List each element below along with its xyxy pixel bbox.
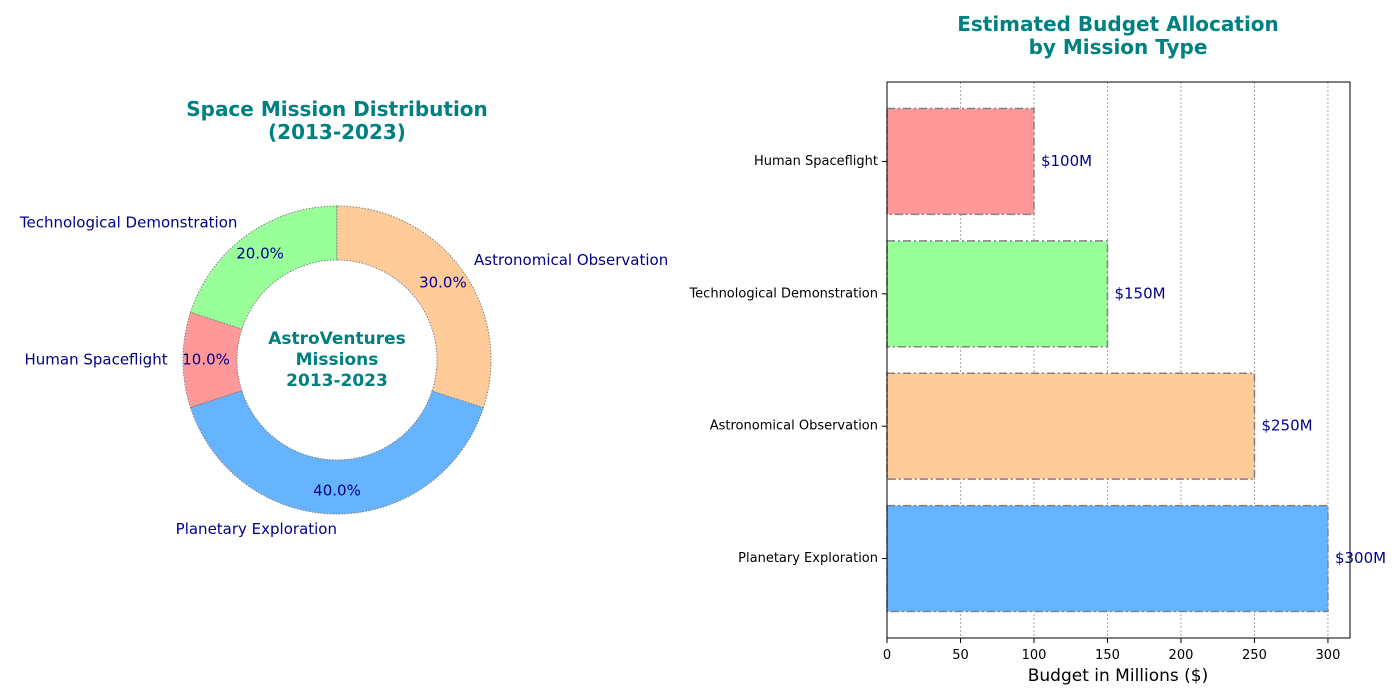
slice-label-technological-demonstration: Technological Demonstration bbox=[19, 213, 238, 231]
slice-label-planetary-exploration: Planetary Exploration bbox=[176, 520, 337, 538]
bar-astronomical-observation bbox=[886, 372, 1256, 480]
x-tick-label-100: 100 bbox=[1022, 648, 1047, 663]
donut-slice-planetary-exploration bbox=[189, 390, 485, 515]
slice-percent-astronomical-observation: 30.0% bbox=[419, 274, 467, 292]
plot-frame bbox=[886, 81, 1351, 639]
bar-value-label-technological-demonstration: $150M bbox=[1114, 284, 1165, 302]
y-axis-ticks: Planetary Exploration Astronomical Observ… bbox=[688, 154, 887, 566]
bar-value-label-human-spaceflight: $100M bbox=[1041, 152, 1092, 170]
x-tick-label-250: 250 bbox=[1242, 648, 1267, 663]
y-tick-label-astronomical-observation: Astronomical Observation bbox=[710, 419, 878, 434]
x-tick-label-300: 300 bbox=[1316, 648, 1341, 663]
donut-slices: Technological Demonstration 20.0% Human Sp… bbox=[19, 205, 668, 538]
donut-center-line-2: Missions bbox=[296, 350, 379, 370]
bars: $300M $250M $150M $100M bbox=[886, 107, 1386, 613]
bar-title-line-1: Estimated Budget Allocation bbox=[957, 12, 1279, 36]
y-tick-label-human-spaceflight: Human Spaceflight bbox=[754, 154, 878, 169]
bar-planetary-exploration bbox=[886, 504, 1329, 613]
slice-percent-planetary-exploration: 40.0% bbox=[313, 481, 361, 499]
bar-human-spaceflight bbox=[886, 107, 1035, 216]
bar-value-label-planetary-exploration: $300M bbox=[1335, 549, 1386, 567]
slice-percent-technological-demonstration: 20.0% bbox=[236, 245, 284, 263]
x-tick-label-50: 50 bbox=[952, 648, 969, 663]
donut-chart: Space Mission Distribution (2013-2023) T… bbox=[19, 97, 668, 538]
x-tick-label-0: 0 bbox=[883, 648, 891, 663]
bar-chart: Estimated Budget Allocation by Mission T… bbox=[688, 12, 1386, 686]
donut-title-line-2: (2013-2023) bbox=[268, 120, 406, 144]
x-tick-label-200: 200 bbox=[1169, 648, 1194, 663]
bar-value-label-astronomical-observation: $250M bbox=[1261, 417, 1312, 435]
x-axis-label: Budget in Millions ($) bbox=[1028, 666, 1209, 686]
donut-center-line-1: AstroVentures bbox=[268, 329, 406, 349]
x-axis-ticks: 0 50 100 150 200 250 300 bbox=[883, 638, 1341, 663]
slice-percent-human-spaceflight: 10.0% bbox=[182, 351, 230, 369]
y-tick-label-planetary-exploration: Planetary Exploration bbox=[738, 551, 878, 566]
x-tick-label-150: 150 bbox=[1095, 648, 1120, 663]
y-tick-label-technological-demonstration: Technological Demonstration bbox=[688, 286, 878, 301]
donut-slice-astronomical-observation bbox=[336, 205, 492, 409]
donut-center-line-3: 2013-2023 bbox=[286, 371, 388, 391]
donut-title-line-1: Space Mission Distribution bbox=[186, 97, 488, 121]
bar-technological-demonstration bbox=[886, 240, 1109, 348]
slice-label-astronomical-observation: Astronomical Observation bbox=[474, 251, 668, 269]
slice-label-human-spaceflight: Human Spaceflight bbox=[24, 351, 167, 369]
bar-title-line-2: by Mission Type bbox=[1029, 35, 1208, 59]
